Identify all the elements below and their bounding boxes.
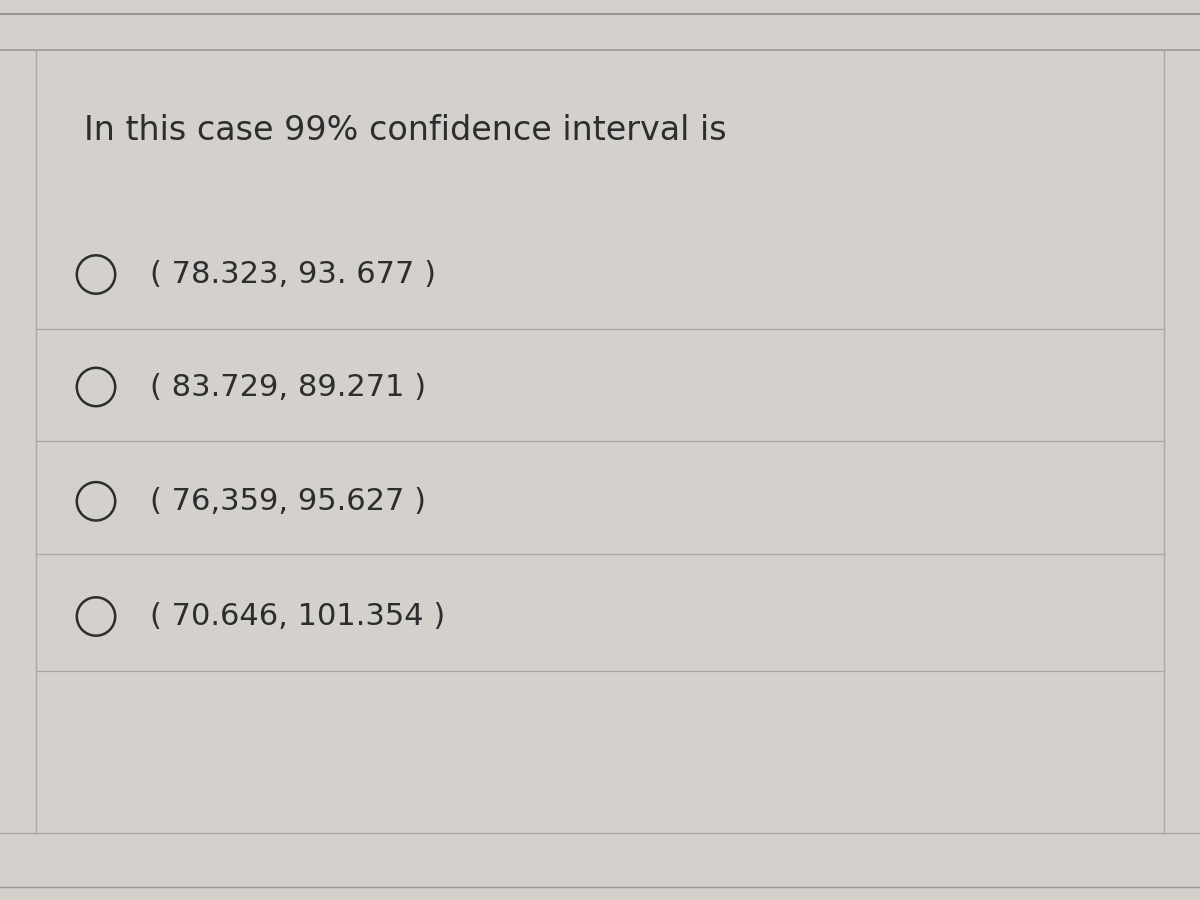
Text: ( 83.729, 89.271 ): ( 83.729, 89.271 ) — [150, 373, 426, 401]
Text: In this case 99% confidence interval is: In this case 99% confidence interval is — [84, 114, 727, 147]
Text: ( 76,359, 95.627 ): ( 76,359, 95.627 ) — [150, 487, 426, 516]
Text: ( 70.646, 101.354 ): ( 70.646, 101.354 ) — [150, 602, 445, 631]
Text: ( 78.323, 93. 677 ): ( 78.323, 93. 677 ) — [150, 260, 436, 289]
